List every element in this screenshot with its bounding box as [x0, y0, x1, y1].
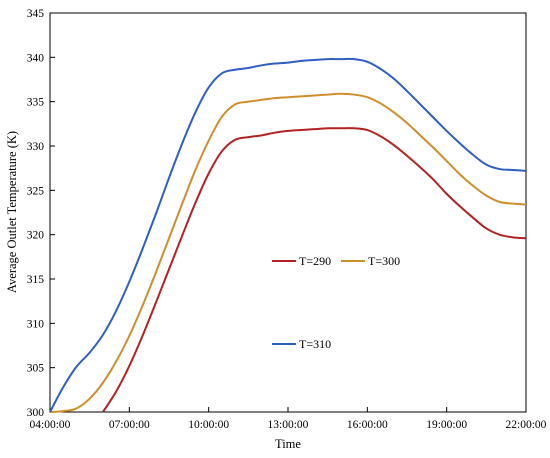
y-tick-label: 320 [27, 230, 45, 242]
series-line-t-310 [49, 57, 527, 413]
x-tick-label: 10:00:00 [188, 419, 229, 431]
x-tick-label: 22:00:00 [506, 419, 547, 431]
legend-label: T=310 [299, 337, 331, 351]
series-line-t-300 [49, 92, 527, 413]
y-tick-label: 310 [27, 318, 45, 330]
y-tick-label: 300 [27, 407, 45, 419]
ticks-layer: 300 305 310 315 320 325 330 335 340 345 04:00:00 07… [27, 8, 547, 431]
y-tick-label: 345 [27, 8, 45, 20]
legend-label: T=290 [299, 254, 331, 268]
series-line-t-290 [102, 127, 527, 413]
x-tick-label: 04:00:00 [30, 419, 71, 431]
y-tick-label: 335 [27, 97, 45, 109]
series-layer [49, 57, 527, 413]
x-tick-label: 13:00:00 [268, 419, 309, 431]
legend-label: T=300 [368, 254, 400, 268]
legend: T=290 T=300 T=310 [272, 254, 400, 351]
y-tick-label: 340 [27, 52, 45, 64]
y-tick-label: 325 [27, 185, 45, 197]
y-tick-label: 315 [27, 274, 45, 286]
y-axis-title: Average Outlet Temperature (K) [5, 131, 19, 293]
y-tick-label: 330 [27, 141, 45, 153]
x-tick-label: 19:00:00 [426, 419, 467, 431]
y-tick-label: 305 [27, 363, 45, 375]
x-axis-title: Time [275, 437, 301, 451]
x-tick-label: 07:00:00 [109, 419, 150, 431]
x-tick-label: 16:00:00 [347, 419, 388, 431]
